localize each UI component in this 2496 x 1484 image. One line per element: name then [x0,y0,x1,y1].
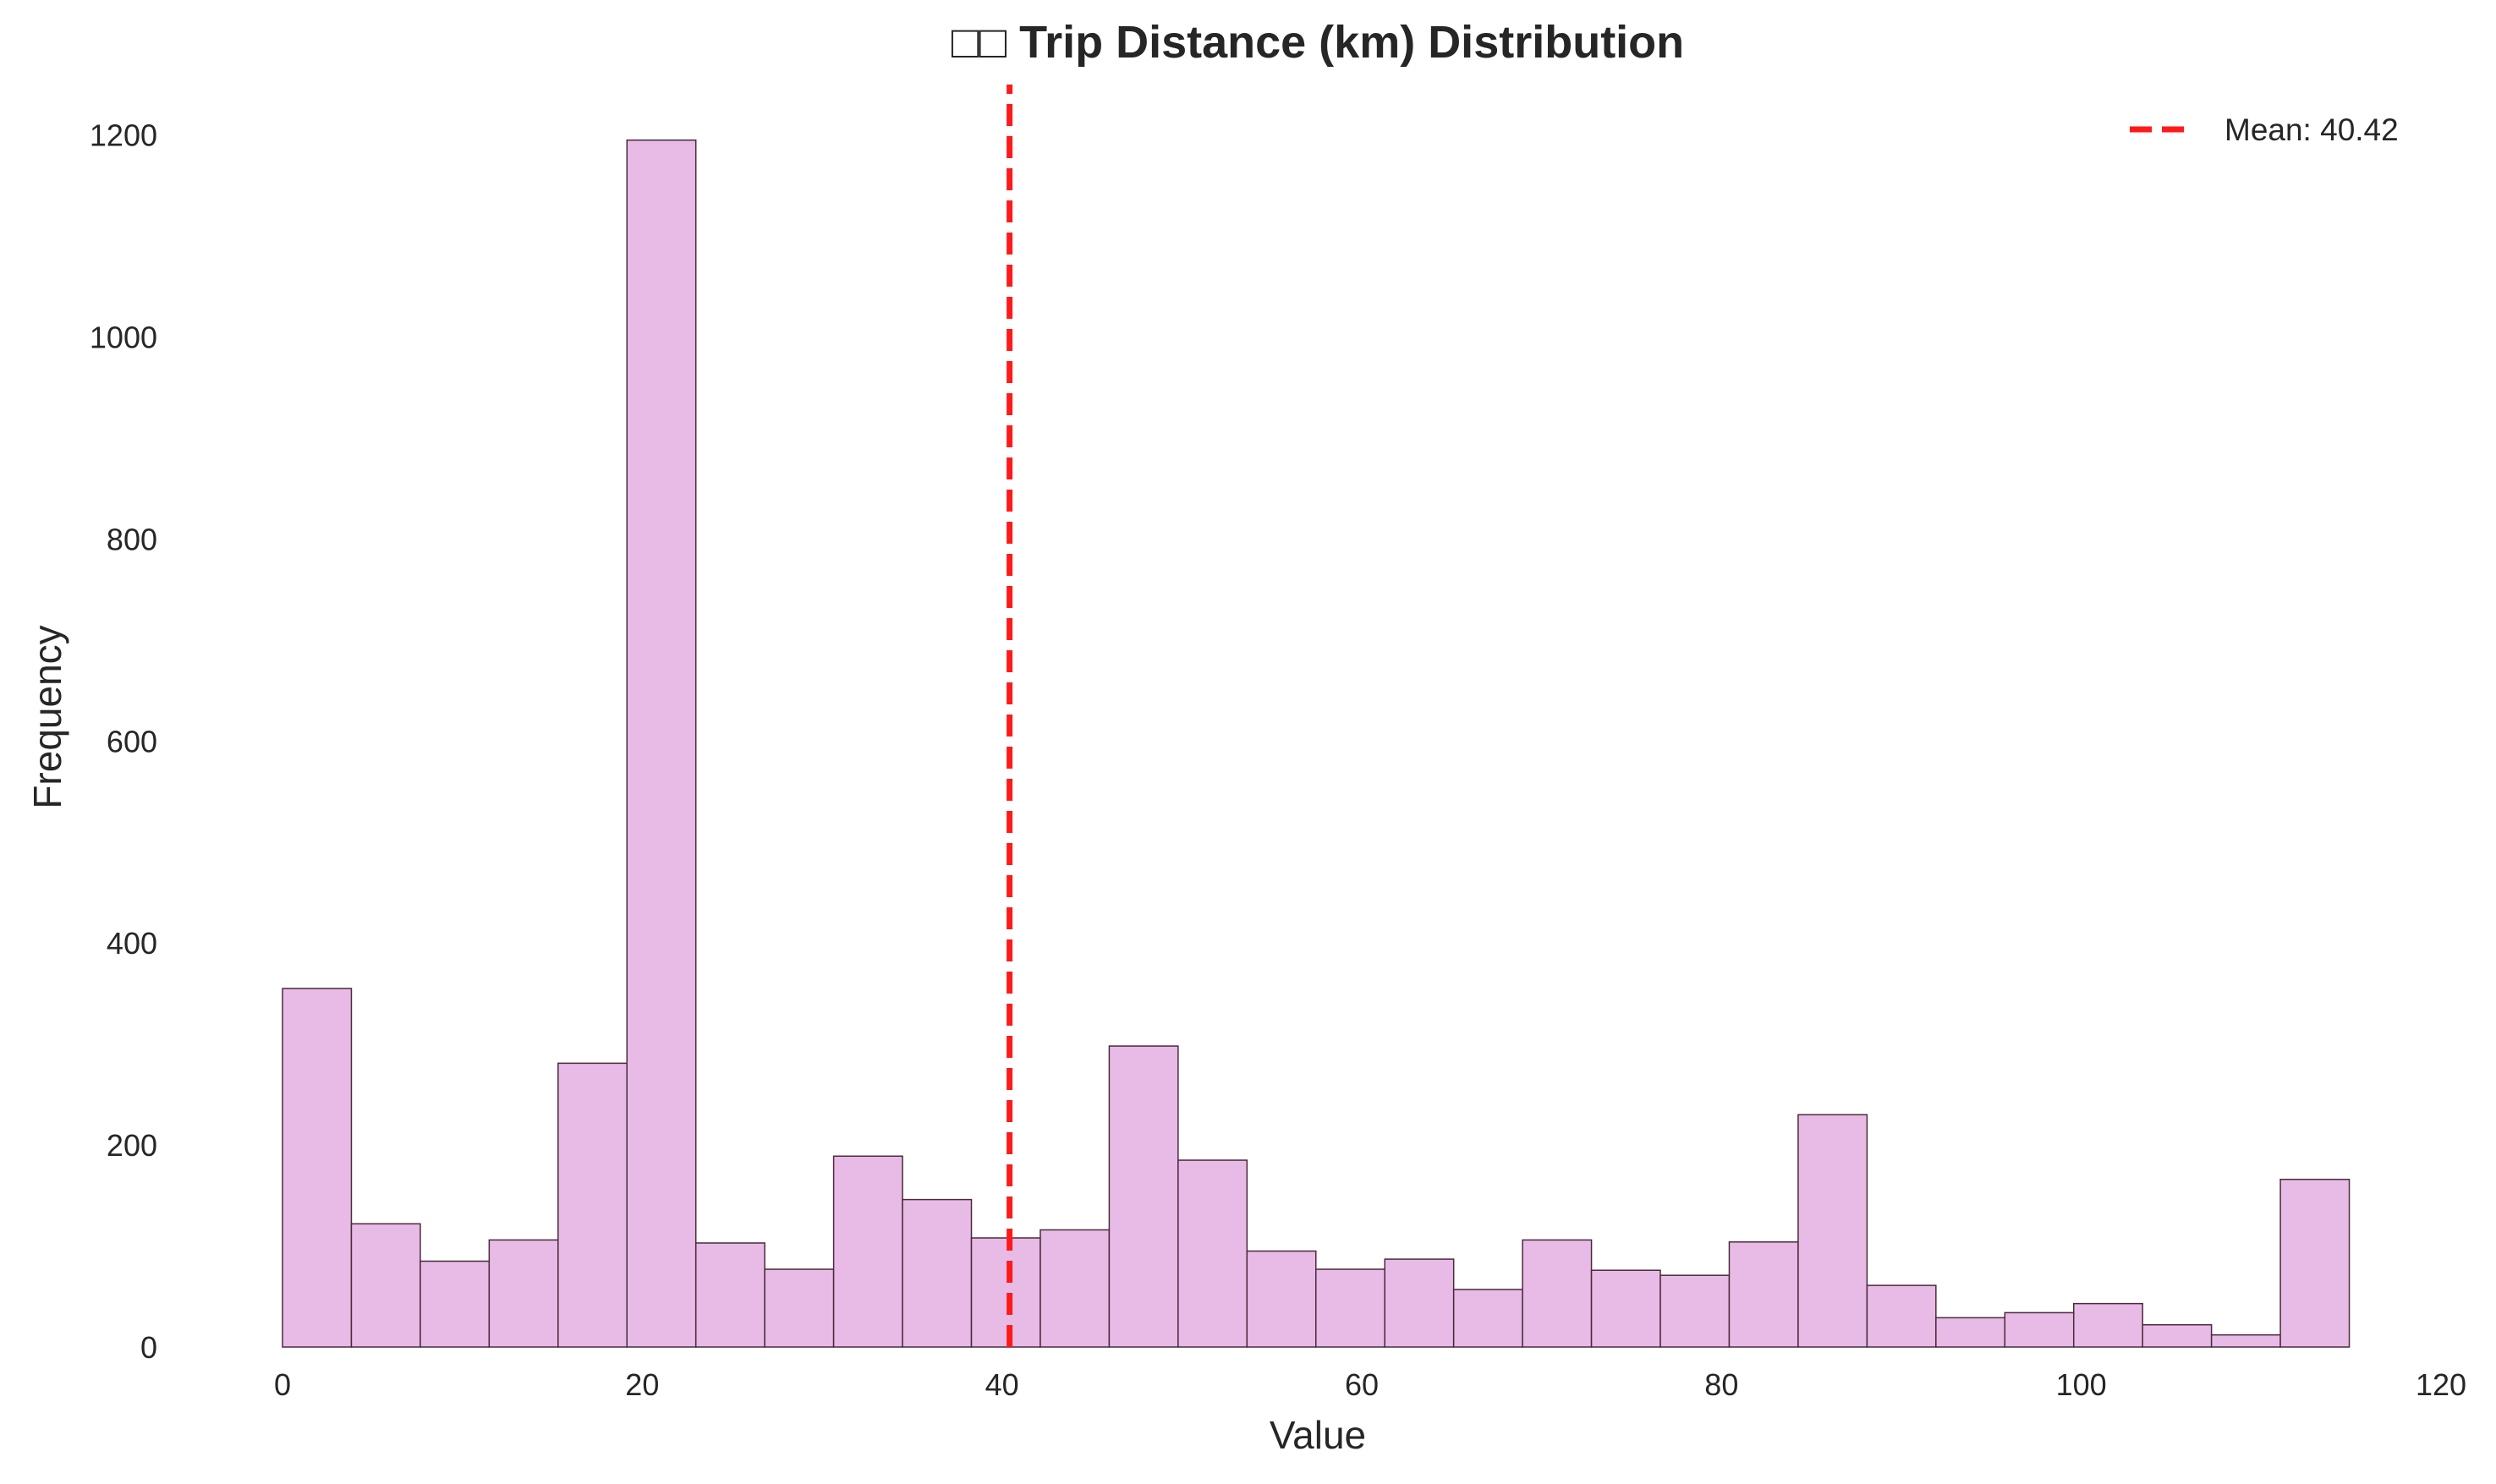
x-axis-label: Value [1270,1413,1366,1457]
histogram-bar [1728,1241,1799,1348]
x-axis-ticks: 0 20 40 60 80 100 120 [274,1367,2466,1402]
histogram-bar [2072,1302,2143,1348]
histogram-bar [902,1198,973,1348]
histogram-bar [2279,1178,2351,1348]
histogram-bar [1590,1269,1661,1348]
histogram-bar [1797,1114,1868,1348]
histogram-bar [1040,1229,1111,1348]
y-tick-label: 400 [107,926,157,961]
histogram-bar [1452,1289,1523,1348]
histogram-bar [350,1223,421,1348]
y-tick-label: 0 [140,1330,157,1365]
x-tick-label: 60 [1345,1367,1379,1402]
y-axis-label: Frequency [25,625,69,808]
histogram-bar [1935,1317,2006,1348]
y-tick-label: 1000 [90,320,157,355]
chart-title: □□ Trip Distance (km) Distribution [952,17,1684,68]
histogram-bar [764,1268,835,1348]
histogram-bar [1659,1274,1731,1348]
x-tick-label: 100 [2056,1367,2107,1402]
histogram-bar [2004,1312,2075,1348]
histogram-bar [1384,1258,1455,1348]
y-tick-label: 200 [107,1128,157,1163]
y-tick-label: 800 [107,522,157,556]
histogram-bar [557,1062,628,1348]
bars-layer [282,139,2351,1348]
histogram-bar [488,1239,559,1348]
histogram-bar [694,1242,765,1348]
histogram-bar [1315,1268,1385,1348]
histogram-bar [2142,1323,2213,1348]
x-tick-label: 40 [985,1367,1019,1402]
legend: Mean: 40.42 [2130,112,2399,147]
x-tick-label: 0 [274,1367,291,1402]
histogram-bar [1177,1159,1248,1348]
histogram-bar [1866,1284,1937,1348]
legend-label-mean: Mean: 40.42 [2224,112,2399,147]
y-axis-ticks: 0 200 400 600 800 1000 1200 [90,118,157,1365]
x-tick-label: 80 [1704,1367,1738,1402]
histogram-bar [420,1260,491,1348]
y-tick-label: 600 [107,724,157,758]
histogram-bar [282,988,353,1348]
y-tick-label: 1200 [90,118,157,153]
histogram-bar [626,139,697,1348]
x-tick-label: 20 [625,1367,659,1402]
x-tick-label: 120 [2416,1367,2466,1402]
histogram-bar [970,1237,1041,1348]
histogram-bar [1522,1239,1593,1348]
histogram-bar [2210,1333,2281,1348]
histogram-bar [1246,1250,1317,1348]
histogram-bar [832,1155,903,1348]
histogram-bar [1108,1045,1179,1348]
